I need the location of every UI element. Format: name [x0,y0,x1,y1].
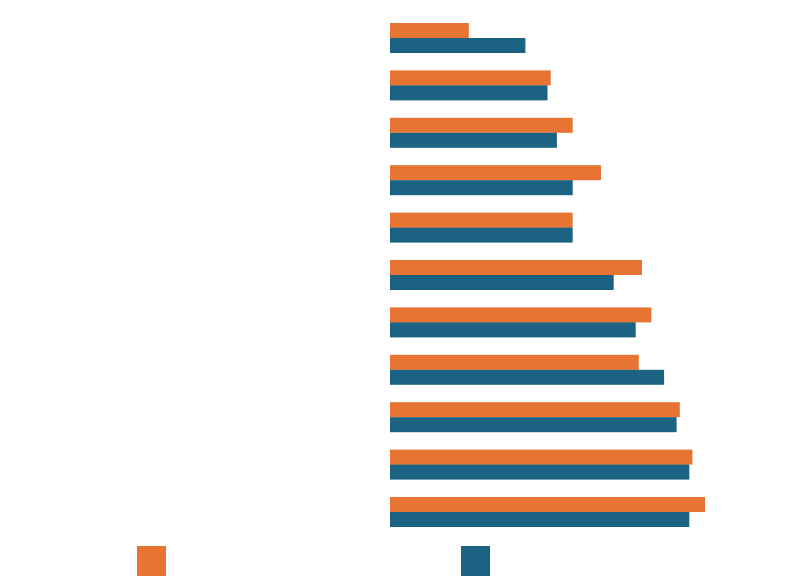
bar-series-1-row-11 [390,497,705,512]
bar-series-2-row-1 [390,38,526,53]
bars-group [390,23,705,527]
bar-series-1-row-8 [390,354,639,370]
bar-series-2-row-4 [390,180,573,196]
bar-series-2-row-7 [390,322,636,338]
bar-series-2-row-2 [390,85,548,101]
bar-series-1-row-7 [390,307,652,323]
bar-series-2-row-6 [390,275,614,290]
bar-series-1-row-3 [390,117,573,133]
bar-series-1-row-6 [390,260,642,275]
bar-series-2-row-11 [390,512,690,527]
bar-series-1-row-5 [390,212,573,228]
bar-series-1-row-9 [390,402,680,418]
bar-series-2-row-9 [390,417,677,433]
bar-series-2-row-10 [390,464,690,480]
legend [137,546,490,576]
bar-series-2-row-8 [390,369,665,385]
legend-swatch-series-2 [461,546,490,576]
bar-series-1-row-10 [390,449,693,465]
bar-series-2-row-3 [390,132,557,148]
bar-series-1-row-2 [390,70,551,86]
bar-series-1-row-1 [390,23,469,38]
bar-series-1-row-4 [390,165,601,181]
legend-swatch-series-1 [137,546,166,576]
bar-series-2-row-5 [390,227,573,243]
